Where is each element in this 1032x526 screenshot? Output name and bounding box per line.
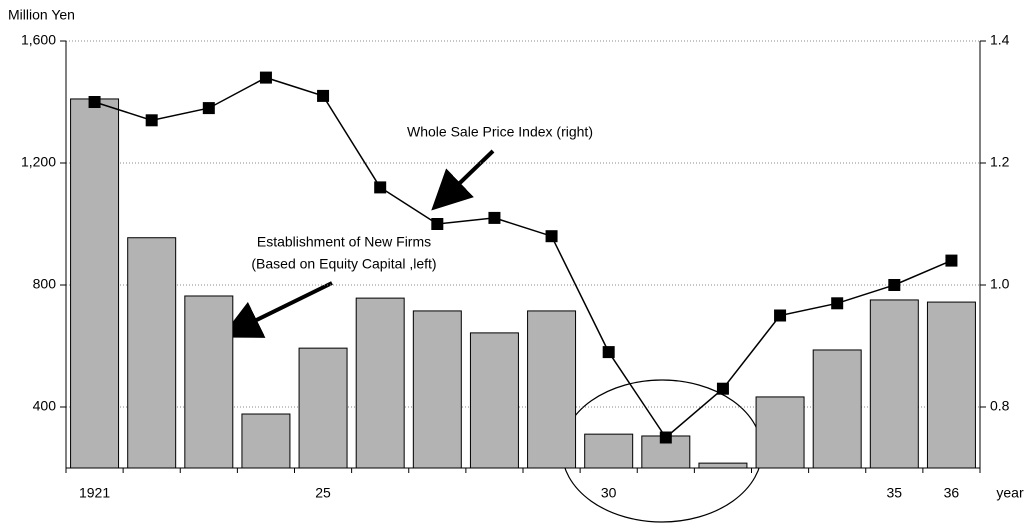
line-marker [945, 254, 958, 267]
x-tick-label: 25 [315, 485, 331, 501]
line-marker [545, 230, 558, 243]
bar [241, 413, 291, 469]
y2-tick-label: 0.8 [990, 398, 1010, 414]
y-tick-label: 1,200 [21, 154, 56, 170]
arrow [431, 149, 495, 211]
line-marker [888, 279, 901, 291]
line-marker [602, 346, 615, 359]
bar [184, 295, 234, 469]
line-marker [774, 309, 787, 322]
line-marker [659, 431, 672, 444]
y-tick-label: 400 [33, 398, 57, 414]
x-tick-label: 30 [601, 485, 617, 501]
bar [298, 347, 348, 469]
bar [926, 301, 976, 469]
annotation: Establishment of New Firms [257, 234, 431, 250]
y2-tick-label: 1.0 [990, 276, 1010, 292]
line-marker [259, 71, 272, 84]
line [94, 76, 952, 439]
line-marker [145, 114, 158, 127]
bar [641, 435, 691, 469]
line-marker [88, 96, 101, 108]
bar [412, 310, 462, 469]
y2-tick-label: 1.2 [990, 154, 1010, 170]
line-marker [831, 297, 844, 310]
line-marker [202, 102, 215, 115]
bar [469, 332, 519, 469]
y-axis-label: Million Yen [8, 7, 75, 23]
y-tick-label: 800 [33, 276, 57, 292]
bar [869, 299, 919, 469]
bar [755, 396, 805, 469]
line-marker [431, 218, 444, 230]
bar [70, 98, 120, 469]
bar [355, 297, 405, 469]
bar [812, 349, 862, 469]
bar [698, 462, 748, 469]
bar [527, 310, 577, 469]
y-tick-label: 1,600 [21, 32, 56, 48]
line-marker [317, 89, 330, 102]
x-axis-label: year [996, 485, 1024, 501]
bar [584, 433, 634, 469]
line-marker [488, 211, 501, 224]
bar [127, 237, 177, 469]
y2-tick-label: 1.4 [990, 32, 1010, 48]
arrow [220, 281, 333, 338]
line-marker [716, 382, 729, 395]
line-marker [374, 181, 387, 194]
annotation: (Based on Equity Capital ,left) [251, 256, 436, 272]
x-tick-label: 1921 [79, 485, 110, 501]
x-tick-label: 35 [887, 485, 903, 501]
x-tick-label: 36 [944, 485, 960, 501]
annotation: Whole Sale Price Index (right) [407, 124, 593, 140]
